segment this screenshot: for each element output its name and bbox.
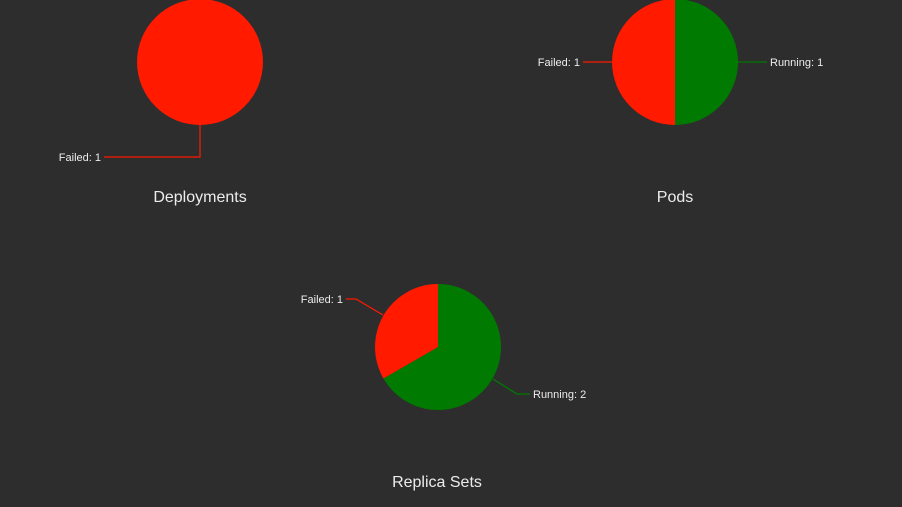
replica-sets-pie-chart: Running: 2 Failed: 1 Replica Sets — [301, 284, 586, 491]
deployments-slice-failed[interactable] — [137, 0, 263, 125]
replica-sets-slices — [374, 284, 501, 410]
pods-data-label-failed: Failed: 1 — [538, 57, 580, 69]
replica-sets-leader-line-running — [492, 378, 530, 395]
deployments-pie-chart: Failed: 1 Deployments — [59, 0, 263, 206]
deployments-slices — [137, 0, 263, 125]
pods-pie-chart: Running: 1 Failed: 1 Pods — [538, 0, 823, 206]
pods-slices — [612, 0, 738, 125]
pods-data-label-running: Running: 1 — [770, 57, 823, 69]
pods-slice-failed[interactable] — [612, 0, 675, 125]
deployments-chart-title: Deployments — [153, 189, 246, 206]
replica-sets-slice-running[interactable] — [383, 284, 501, 410]
replica-sets-slice-labels: Running: 2 Failed: 1 — [301, 294, 586, 401]
replica-sets-data-label-failed: Failed: 1 — [301, 294, 343, 306]
pods-slice-labels: Running: 1 Failed: 1 — [538, 57, 823, 69]
deployments-data-label-failed: Failed: 1 — [59, 152, 101, 164]
deployments-leader-line-failed — [104, 125, 201, 158]
replica-sets-slice-failed[interactable] — [374, 284, 438, 379]
pods-chart-title: Pods — [657, 189, 693, 206]
pods-slice-running[interactable] — [675, 0, 738, 125]
deployments-slice-labels: Failed: 1 — [59, 125, 201, 164]
replica-sets-chart-title: Replica Sets — [392, 474, 482, 491]
replica-sets-leader-line-failed — [346, 298, 384, 316]
replica-sets-data-label-running: Running: 2 — [533, 389, 586, 401]
